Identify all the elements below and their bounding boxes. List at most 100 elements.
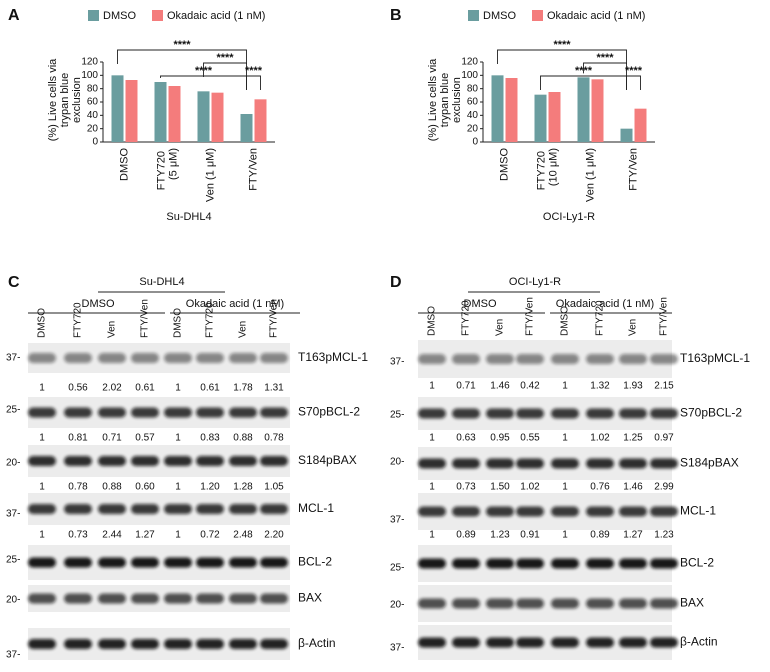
band — [486, 637, 514, 648]
significance-label: **** — [625, 65, 643, 77]
band — [650, 637, 678, 648]
significance-label: **** — [245, 65, 263, 77]
quantification: 1.78 — [233, 383, 253, 394]
y-tick-label: 100 — [461, 70, 478, 81]
significance-label: **** — [216, 52, 234, 64]
legend-label: DMSO — [483, 10, 516, 22]
quantification: 1 — [175, 482, 181, 493]
x-tick-label: FTY720 (10 μM) — [535, 148, 559, 190]
band — [98, 456, 126, 466]
quantification: 1 — [562, 381, 568, 392]
size-marker: 20- — [390, 457, 404, 468]
quantification: 0.42 — [520, 381, 540, 392]
protein-label: T163pMCL-1 — [680, 351, 750, 365]
quantification: 0.88 — [102, 482, 122, 493]
band — [64, 504, 92, 514]
bar — [534, 94, 547, 142]
band — [229, 407, 257, 418]
panel-letter: C — [8, 274, 20, 291]
significance-label: **** — [173, 39, 191, 51]
quantification: 0.78 — [264, 433, 284, 444]
band — [260, 407, 288, 418]
group-label: Okadaic acid (1 nM) — [186, 298, 284, 310]
quantification: 1.46 — [623, 482, 643, 493]
protein-label: MCL-1 — [298, 501, 334, 515]
legend-label: Okadaic acid (1 nM) — [167, 10, 265, 22]
protein-label: S184pBAX — [298, 453, 357, 467]
band — [229, 593, 257, 604]
quantification: 0.81 — [68, 433, 88, 444]
lane-label: Ven — [238, 321, 249, 338]
lane-label: FTY/Ven — [140, 299, 151, 338]
band — [98, 353, 126, 363]
band — [418, 408, 446, 419]
lane-label: DMSO — [173, 308, 184, 338]
y-tick-label: 120 — [81, 57, 98, 68]
legend-swatch — [88, 10, 99, 21]
protein-label: MCL-1 — [680, 504, 716, 518]
bar — [620, 128, 633, 142]
band — [551, 408, 579, 419]
band — [418, 354, 446, 364]
band — [260, 504, 288, 514]
quantification: 0.78 — [68, 482, 88, 493]
quantification: 1 — [39, 530, 45, 541]
quantification: 0.71 — [102, 433, 122, 444]
band — [196, 557, 224, 568]
band — [551, 637, 579, 648]
size-marker: 25- — [6, 405, 20, 416]
band — [229, 557, 257, 568]
y-tick-label: 0 — [472, 137, 478, 148]
band — [64, 557, 92, 568]
band — [28, 456, 56, 466]
quantification: 1 — [429, 530, 435, 541]
significance-bracket — [583, 62, 627, 77]
band — [586, 637, 614, 648]
bar — [168, 86, 181, 142]
quantification: 0.91 — [520, 530, 540, 541]
size-marker: 37- — [390, 357, 404, 368]
band — [28, 557, 56, 568]
size-marker: 20- — [6, 458, 20, 469]
band — [486, 598, 514, 609]
legend-label: Okadaic acid (1 nM) — [547, 10, 645, 22]
group-label: DMSO — [464, 298, 497, 310]
band — [98, 639, 126, 649]
band — [164, 557, 192, 568]
quantification: 1 — [429, 482, 435, 493]
band — [418, 558, 446, 569]
quantification: 1.02 — [590, 433, 610, 444]
band — [98, 593, 126, 604]
lane-label: FTY720 — [461, 300, 472, 336]
y-tick-label: 120 — [461, 57, 478, 68]
protein-label: T163pMCL-1 — [298, 350, 368, 364]
group-label: Okadaic acid (1 nM) — [556, 298, 654, 310]
quantification: 0.73 — [68, 530, 88, 541]
band — [229, 456, 257, 466]
bar — [254, 99, 267, 142]
quantification: 1.23 — [490, 530, 510, 541]
band — [619, 598, 647, 609]
quantification: 0.95 — [490, 433, 510, 444]
band — [196, 353, 224, 363]
band — [516, 458, 544, 469]
quantification: 1.05 — [264, 482, 284, 493]
quantification: 2.44 — [102, 530, 122, 541]
band — [551, 506, 579, 517]
quantification: 1 — [175, 433, 181, 444]
band — [98, 504, 126, 514]
bar — [240, 114, 253, 142]
band — [650, 558, 678, 569]
bar — [111, 75, 124, 142]
size-marker: 37- — [6, 650, 20, 661]
band — [619, 458, 647, 469]
size-marker: 37- — [6, 353, 20, 364]
band — [650, 598, 678, 609]
band — [452, 558, 480, 569]
band — [418, 458, 446, 469]
lane-label: Ven — [495, 319, 506, 336]
band — [28, 639, 56, 649]
bar — [211, 92, 224, 142]
band — [28, 593, 56, 604]
